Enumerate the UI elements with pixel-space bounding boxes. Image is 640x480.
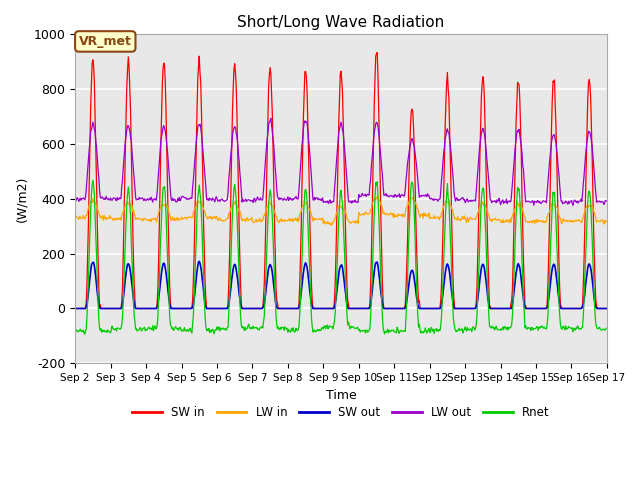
Rnet bbox=[71, 327, 79, 333]
Rnet bbox=[81, 331, 88, 337]
Rnet bbox=[82, 328, 90, 334]
LW out bbox=[189, 178, 197, 183]
X-axis label: Time: Time bbox=[326, 389, 356, 402]
LW in bbox=[374, 194, 382, 200]
LW in bbox=[71, 216, 79, 222]
LW out bbox=[81, 197, 88, 203]
LW out bbox=[136, 194, 143, 200]
SW in bbox=[421, 306, 429, 312]
LW in bbox=[136, 216, 143, 222]
SW out bbox=[136, 306, 143, 312]
Line: SW in: SW in bbox=[75, 52, 606, 309]
Rnet bbox=[89, 177, 97, 183]
LW in bbox=[81, 216, 88, 222]
SW out bbox=[195, 259, 203, 264]
LW in bbox=[218, 217, 225, 223]
LW in bbox=[328, 222, 335, 228]
LW in bbox=[602, 218, 610, 224]
Line: SW out: SW out bbox=[75, 262, 606, 309]
LW out bbox=[71, 197, 79, 203]
Rnet bbox=[602, 325, 610, 331]
LW in bbox=[422, 214, 430, 219]
Legend: SW in, LW in, SW out, LW out, Rnet: SW in, LW in, SW out, LW out, Rnet bbox=[128, 401, 554, 423]
SW in bbox=[406, 147, 413, 153]
LW in bbox=[406, 196, 414, 202]
Line: LW out: LW out bbox=[75, 119, 606, 205]
SW in bbox=[373, 49, 381, 55]
Text: VR_met: VR_met bbox=[79, 35, 132, 48]
LW out bbox=[421, 192, 429, 198]
SW in bbox=[81, 306, 88, 312]
Rnet bbox=[422, 328, 430, 334]
SW out bbox=[602, 306, 610, 312]
Line: LW in: LW in bbox=[75, 197, 606, 225]
Y-axis label: (W/m2): (W/m2) bbox=[15, 176, 28, 222]
SW out bbox=[421, 306, 429, 312]
SW in bbox=[218, 306, 225, 312]
LW in bbox=[189, 210, 197, 216]
Rnet bbox=[137, 326, 145, 332]
SW in bbox=[602, 306, 610, 312]
SW in bbox=[136, 306, 143, 312]
SW out bbox=[189, 301, 197, 307]
Rnet bbox=[191, 279, 198, 285]
Rnet bbox=[219, 325, 227, 331]
Rnet bbox=[406, 191, 414, 197]
Line: Rnet: Rnet bbox=[75, 180, 606, 334]
LW out bbox=[569, 203, 577, 208]
SW in bbox=[189, 278, 197, 284]
LW out bbox=[218, 197, 225, 203]
SW out bbox=[81, 306, 88, 312]
LW out bbox=[602, 198, 610, 204]
SW out bbox=[406, 275, 413, 281]
Title: Short/Long Wave Radiation: Short/Long Wave Radiation bbox=[237, 15, 445, 30]
SW out bbox=[71, 306, 79, 312]
LW out bbox=[267, 116, 275, 121]
LW out bbox=[406, 145, 413, 151]
SW out bbox=[218, 306, 226, 312]
SW in bbox=[71, 306, 79, 312]
